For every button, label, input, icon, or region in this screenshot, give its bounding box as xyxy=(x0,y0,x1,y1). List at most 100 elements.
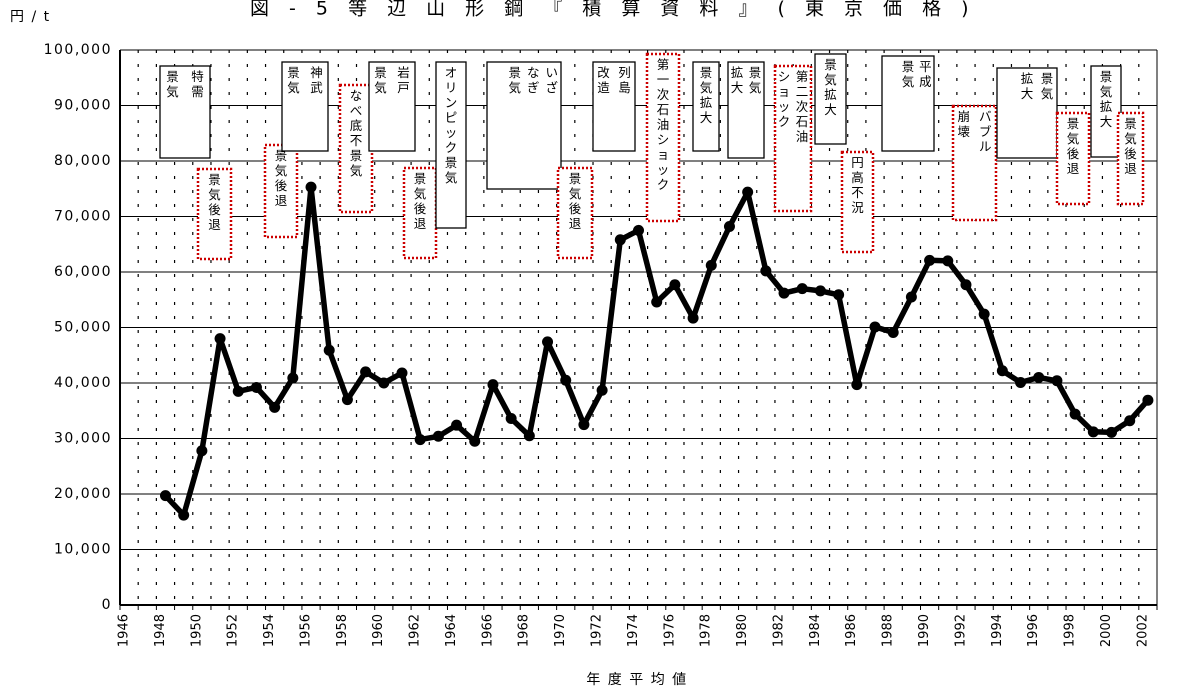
boom-box xyxy=(435,61,467,229)
annotation-boom: 景気拡大 xyxy=(1090,65,1122,158)
x-tick-label: 1986 xyxy=(844,614,859,647)
annotation-label: 景気拡大 xyxy=(824,57,837,117)
data-point xyxy=(487,379,499,391)
x-tick-label: 1988 xyxy=(881,614,896,647)
annotation-recession: バブル崩壊 xyxy=(951,104,998,222)
recession-box xyxy=(338,83,374,214)
annotation-recession: 第二次石油ショック xyxy=(773,64,813,213)
y-tick-label: 20,000 xyxy=(54,486,112,502)
y-tick-label: 70,000 xyxy=(54,209,112,225)
annotation-boom: いざなぎ景気 xyxy=(486,61,562,190)
y-tick-labels: 0 10,000 20,000 30,000 40,000 50,000 60,000 70,… xyxy=(44,42,112,613)
x-tick-label: 1970 xyxy=(553,614,568,647)
data-point xyxy=(723,220,735,232)
data-point xyxy=(269,401,281,413)
annotation-label: 特需景気 xyxy=(166,69,204,99)
boom-box xyxy=(814,53,847,145)
data-point xyxy=(542,336,554,348)
annotation-boom: 神武景気 xyxy=(281,61,329,152)
x-tick-label: 1992 xyxy=(953,614,968,647)
data-point xyxy=(396,367,408,379)
annotation-label: なべ底不景気 xyxy=(350,88,363,178)
data-point xyxy=(760,265,772,277)
data-point xyxy=(287,372,299,384)
x-tick-label: 1980 xyxy=(735,614,750,647)
recession-box xyxy=(645,52,681,223)
data-point xyxy=(814,285,826,297)
data-point xyxy=(705,259,717,271)
boom-box xyxy=(368,61,416,152)
data-point xyxy=(523,430,535,442)
annotation-label: 第一次石油ショック xyxy=(657,57,670,192)
data-point xyxy=(341,394,353,406)
x-tick-label: 1960 xyxy=(371,614,386,647)
recession-box xyxy=(840,150,875,254)
y-tick-label: 60,000 xyxy=(54,264,112,280)
y-tick-label: 80,000 xyxy=(54,153,112,169)
data-point xyxy=(432,430,444,442)
x-tick-label: 1950 xyxy=(189,614,204,647)
data-point xyxy=(851,379,863,391)
data-point xyxy=(869,321,881,333)
recession-box xyxy=(196,167,233,261)
data-point xyxy=(978,308,990,320)
boom-box xyxy=(692,61,720,152)
x-tick-label: 1952 xyxy=(226,614,241,647)
data-point xyxy=(905,291,917,303)
y-tick-label: 90,000 xyxy=(54,98,112,114)
annotation-boom: 特需景気 xyxy=(159,65,211,159)
x-tick-label: 1956 xyxy=(298,614,313,647)
data-point xyxy=(360,366,372,378)
x-tick-label: 1954 xyxy=(262,614,277,647)
data-point xyxy=(323,344,335,356)
data-point xyxy=(560,374,572,386)
recession-box xyxy=(263,143,299,239)
data-point xyxy=(742,186,754,198)
annotation-recession: 景気後退 xyxy=(556,166,594,260)
boom-box xyxy=(281,61,329,152)
annotation-label: 神武景気 xyxy=(287,65,323,95)
period-annotations: 特需景気景気後退景気後退神武景気なべ底不景気岩戸景気景気後退オリンピック景気いざ… xyxy=(159,52,1145,261)
annotation-recession: 景気後退 xyxy=(402,166,438,260)
data-point xyxy=(214,333,226,345)
data-point xyxy=(614,234,626,246)
data-point xyxy=(505,413,517,425)
axes xyxy=(119,49,1158,610)
y-tick-label: 40,000 xyxy=(54,375,112,391)
x-tick-label: 2000 xyxy=(1099,614,1114,647)
x-tick-label: 1948 xyxy=(153,614,168,647)
data-point xyxy=(796,283,808,295)
data-point xyxy=(924,254,936,266)
annotation-label: バブル崩壊 xyxy=(957,109,992,154)
annotation-label: オリンピック景気 xyxy=(445,65,458,185)
annotation-label: 景気後退 xyxy=(569,171,582,231)
annotation-recession: 景気後退 xyxy=(1055,111,1091,206)
annotation-boom: 景気拡大 xyxy=(814,53,847,145)
boom-box xyxy=(727,61,765,159)
annotation-label: 景気後退 xyxy=(1124,116,1137,176)
annotation-recession: 景気後退 xyxy=(263,143,299,239)
data-point xyxy=(196,445,208,457)
data-point xyxy=(159,490,171,502)
data-point xyxy=(414,434,426,446)
data-point xyxy=(960,279,972,291)
boom-box xyxy=(881,55,935,152)
x-tick-label: 1990 xyxy=(917,614,932,647)
data-point xyxy=(469,435,481,447)
boom-box xyxy=(996,67,1058,159)
annotation-label: 景気後退 xyxy=(414,171,427,231)
data-point xyxy=(1069,408,1081,420)
data-point xyxy=(1106,426,1118,438)
data-point xyxy=(451,419,463,431)
data-point xyxy=(305,181,317,193)
data-point xyxy=(1033,371,1045,383)
x-tick-label: 1946 xyxy=(117,614,132,647)
data-point xyxy=(596,384,608,396)
boom-box xyxy=(1090,65,1122,158)
data-point xyxy=(1087,426,1099,438)
annotation-label: 景気拡大 xyxy=(731,65,762,95)
recession-box xyxy=(402,166,438,260)
recession-box xyxy=(1055,111,1091,206)
annotation-recession: 景気後退 xyxy=(196,167,233,261)
